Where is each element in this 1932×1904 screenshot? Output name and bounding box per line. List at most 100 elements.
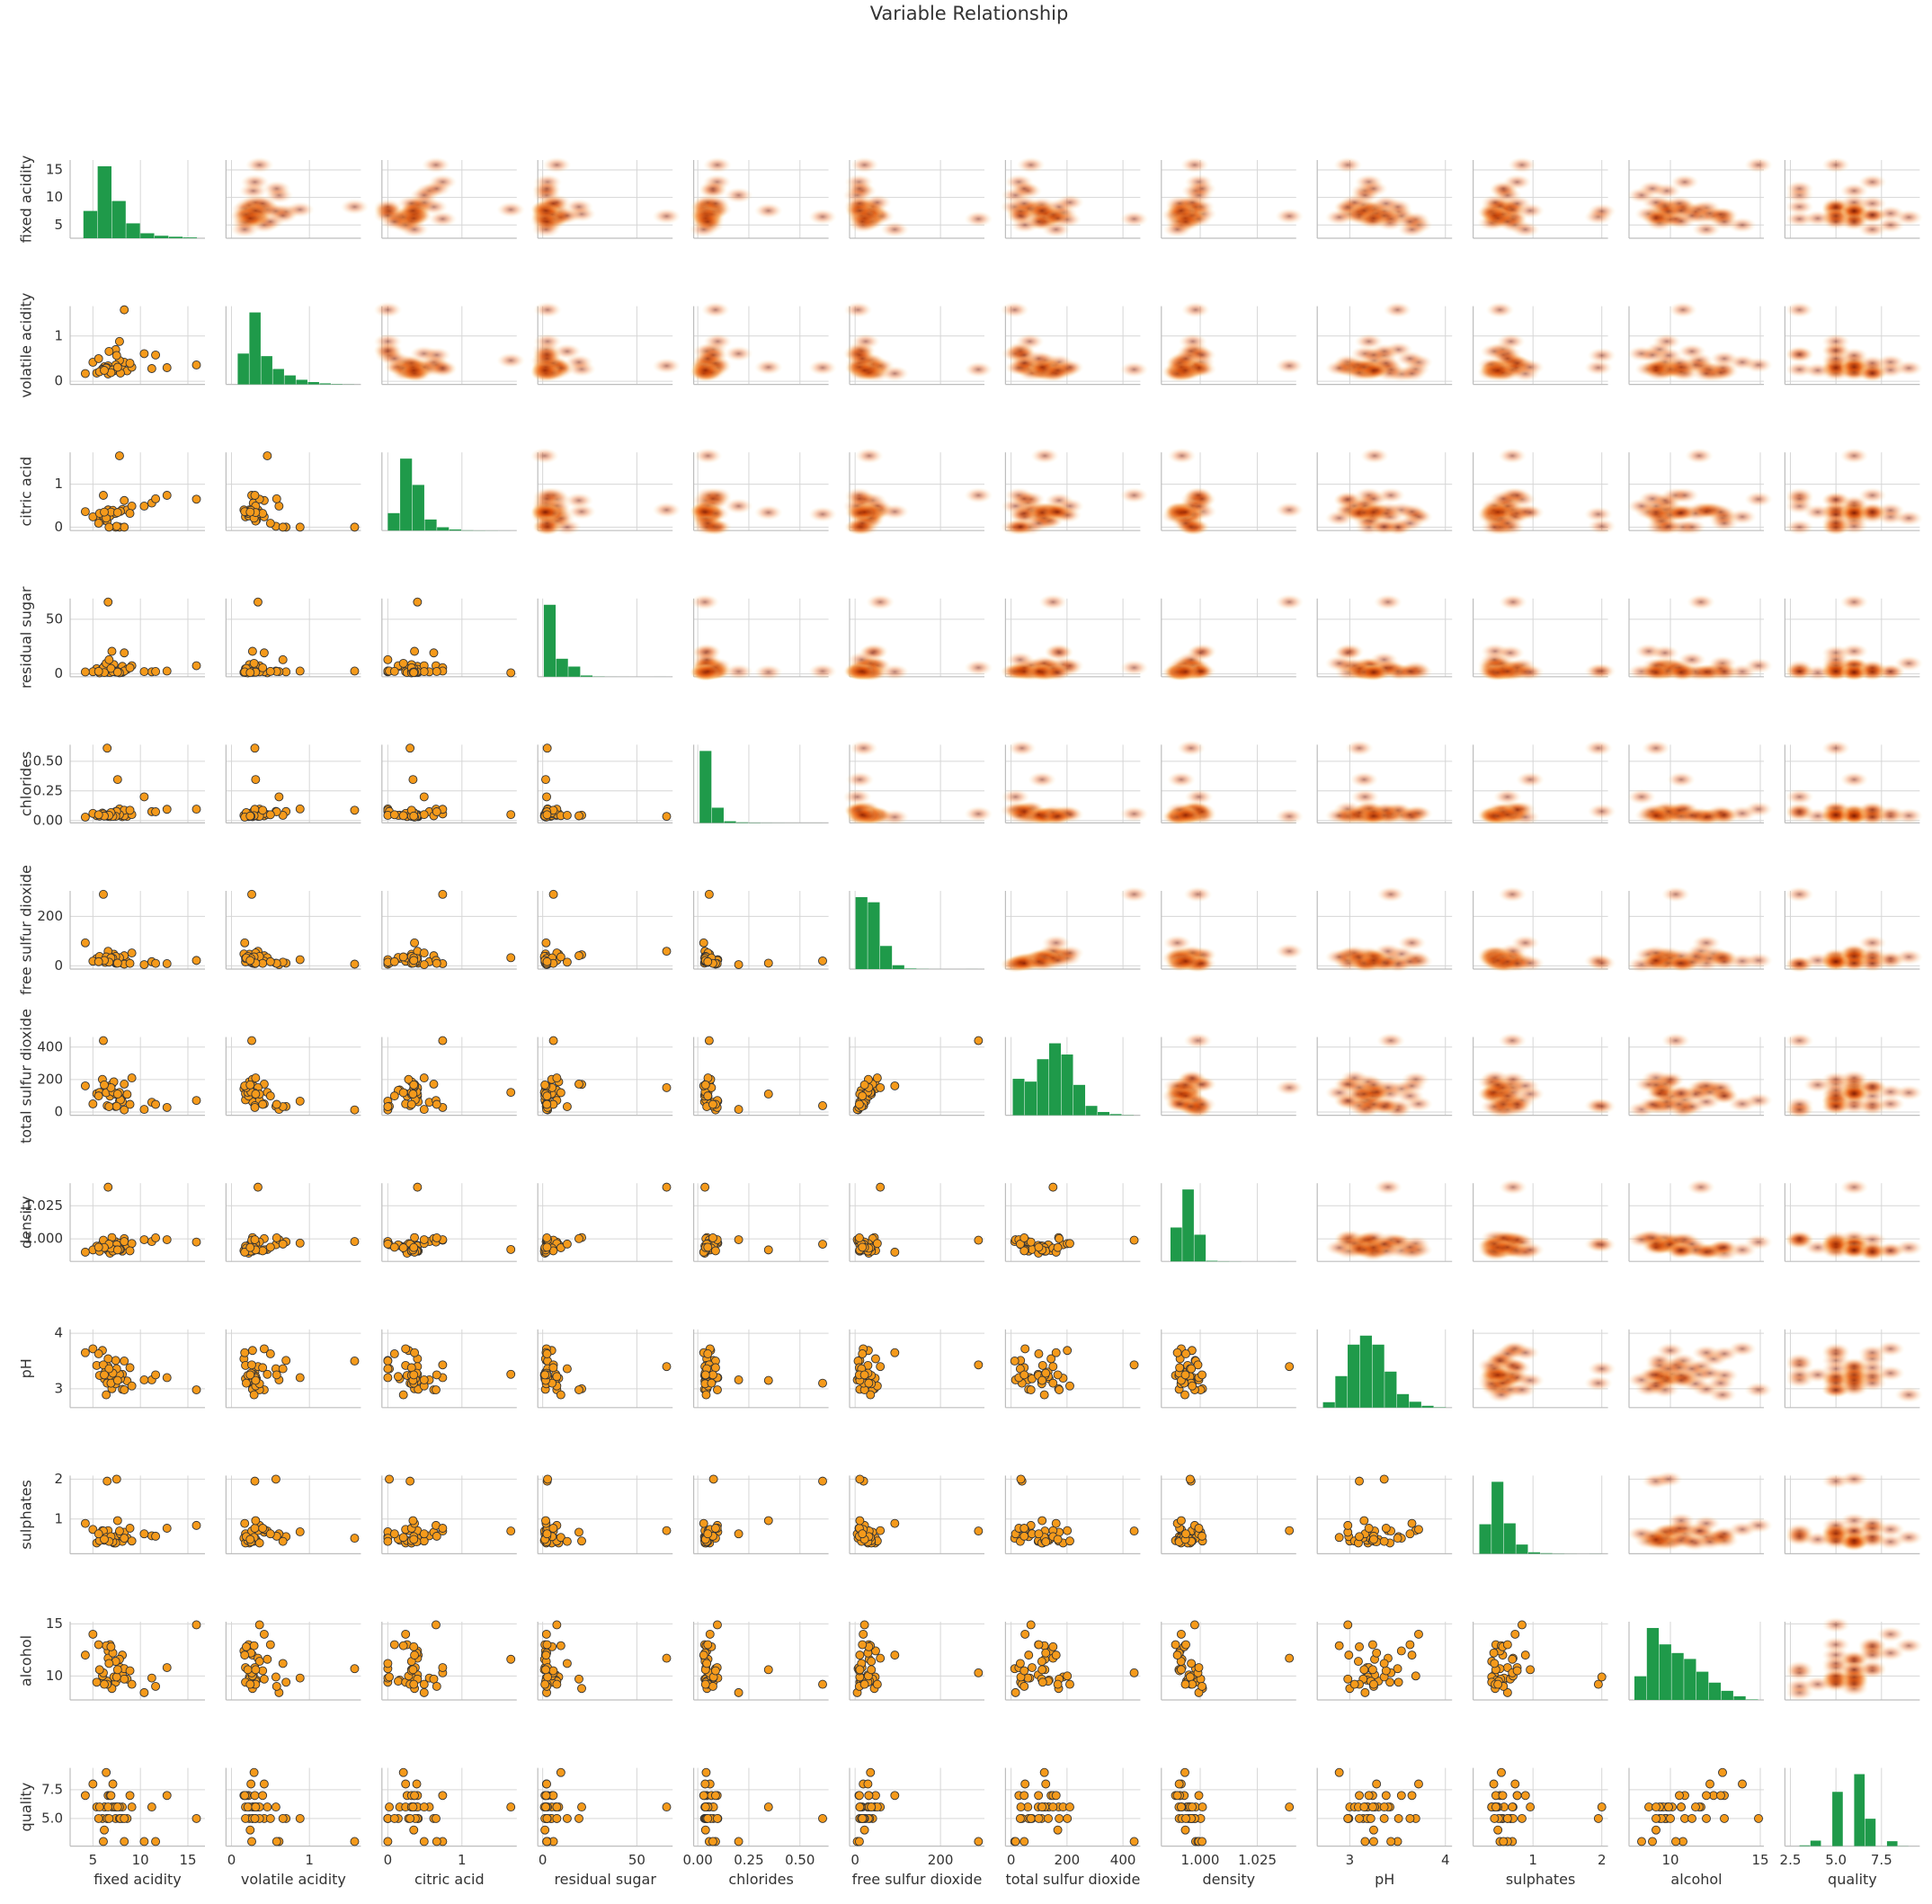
scatter-point <box>272 494 280 503</box>
scatter-point <box>163 1236 171 1244</box>
scatter-point <box>252 1074 260 1082</box>
scatter-point <box>126 1364 134 1372</box>
scatter-point <box>252 776 260 784</box>
kde-blob <box>848 806 877 823</box>
kde-blob <box>1710 1239 1739 1255</box>
scatter-point <box>272 1371 280 1379</box>
scatter-point <box>120 649 129 657</box>
histogram-bar <box>284 376 296 385</box>
scatter-point <box>99 890 107 898</box>
scatter-point <box>241 1519 249 1527</box>
scatter-point <box>574 812 583 820</box>
kde-blob <box>1359 808 1388 824</box>
scatter-point <box>152 808 160 816</box>
kde-blob <box>1785 302 1814 318</box>
kde-blob <box>1588 203 1616 219</box>
scatter-point <box>163 492 171 500</box>
scatter-point <box>192 360 200 369</box>
kde-blob <box>422 157 450 173</box>
kde-blob <box>1687 1179 1715 1196</box>
kde-blob <box>845 771 874 787</box>
scatter-point <box>120 496 129 504</box>
scatter-point <box>296 667 304 675</box>
scatter-point <box>563 1365 571 1373</box>
histogram-bar <box>868 903 879 969</box>
scatter-point <box>563 1103 571 1111</box>
scatter-point <box>163 959 171 967</box>
scatter-point <box>101 508 109 516</box>
kde-blob <box>1359 952 1388 968</box>
kde-blob <box>1275 808 1304 824</box>
kde-blob <box>1785 1033 1814 1049</box>
histogram-bar <box>237 353 249 384</box>
scatter-point <box>543 811 551 819</box>
scatter-point <box>126 959 134 967</box>
scatter-point <box>251 1236 259 1244</box>
histogram-bar <box>98 166 111 238</box>
kde-blob <box>1678 807 1706 823</box>
histogram-bar <box>1384 1372 1396 1408</box>
kde-blob <box>1120 487 1149 503</box>
kde-blob <box>1493 515 1522 531</box>
scatter-point <box>1130 1361 1138 1369</box>
scatter-point <box>877 1083 885 1091</box>
kde-blob <box>1821 954 1850 970</box>
kde-blob <box>1627 788 1656 805</box>
kde-blob <box>532 181 561 197</box>
scatter-point <box>574 1234 583 1242</box>
histogram-bar <box>1073 1085 1085 1116</box>
scatter-point <box>128 1382 136 1390</box>
scatter-point <box>507 1527 515 1535</box>
scatter-point <box>105 655 113 663</box>
kde-blob <box>1638 347 1667 363</box>
kde-blob <box>1120 361 1149 378</box>
scatter-point <box>1035 1349 1043 1357</box>
scatter-point <box>282 1357 290 1365</box>
scatter-point <box>246 1371 254 1379</box>
scatter-point <box>259 1100 267 1108</box>
scatter-point <box>708 1379 716 1387</box>
scatter-point <box>81 1081 89 1090</box>
scatter-point <box>296 523 304 531</box>
scatter-point <box>120 306 129 314</box>
histogram-bar <box>544 605 556 677</box>
kde-blob <box>1710 954 1739 970</box>
scatter-point <box>541 1517 549 1525</box>
scatter-point <box>94 520 102 528</box>
kde-blob <box>845 181 874 197</box>
kde-blob <box>1275 502 1304 518</box>
kde-blob <box>1017 157 1046 173</box>
scatter-point <box>574 1386 583 1394</box>
scatter-point <box>507 1089 515 1097</box>
kde-blob <box>1710 214 1739 230</box>
kde-blob <box>1588 1237 1616 1253</box>
kde-blob <box>1395 214 1424 230</box>
scatter-point <box>764 1090 772 1098</box>
scatter-point <box>126 1247 134 1255</box>
scatter-point <box>420 961 428 969</box>
kde-blob <box>699 181 727 197</box>
scatter-point <box>246 1243 254 1251</box>
kde-blob <box>1493 806 1522 823</box>
scatter-point <box>1055 1234 1064 1242</box>
chart-title: Variable Relationship <box>870 3 1069 24</box>
kde-blob <box>1642 1240 1670 1256</box>
scatter-point <box>410 669 418 677</box>
kde-blob <box>423 347 451 363</box>
scatter-point <box>250 659 258 667</box>
kde-blob <box>1785 491 1814 507</box>
scatter-point <box>390 1243 398 1251</box>
scatter-point <box>140 793 148 801</box>
scatter-point <box>420 1530 428 1538</box>
kde-blob <box>1120 211 1149 227</box>
kde-blob <box>1785 886 1814 903</box>
scatter-point <box>1027 1386 1035 1394</box>
scatter-point <box>420 1236 428 1244</box>
kde-blob <box>1858 809 1887 825</box>
kde-blob <box>1744 157 1773 173</box>
scatter-point <box>104 1183 112 1191</box>
scatter-point <box>439 1524 447 1532</box>
kde-blob <box>1821 1088 1850 1104</box>
kde-blob <box>1685 448 1714 464</box>
kde-blob <box>1395 515 1424 531</box>
